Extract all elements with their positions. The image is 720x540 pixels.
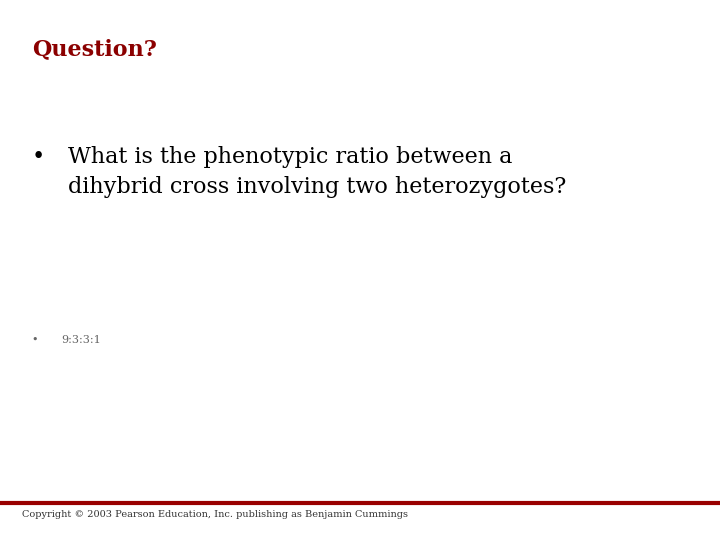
Text: •: •: [32, 146, 45, 168]
Text: 9:3:3:1: 9:3:3:1: [61, 335, 101, 345]
Text: Copyright © 2003 Pearson Education, Inc. publishing as Benjamin Cummings: Copyright © 2003 Pearson Education, Inc.…: [22, 510, 408, 519]
Text: •: •: [32, 335, 38, 345]
Text: What is the phenotypic ratio between a
dihybrid cross involving two heterozygote: What is the phenotypic ratio between a d…: [68, 146, 567, 198]
Text: Question?: Question?: [32, 38, 156, 60]
